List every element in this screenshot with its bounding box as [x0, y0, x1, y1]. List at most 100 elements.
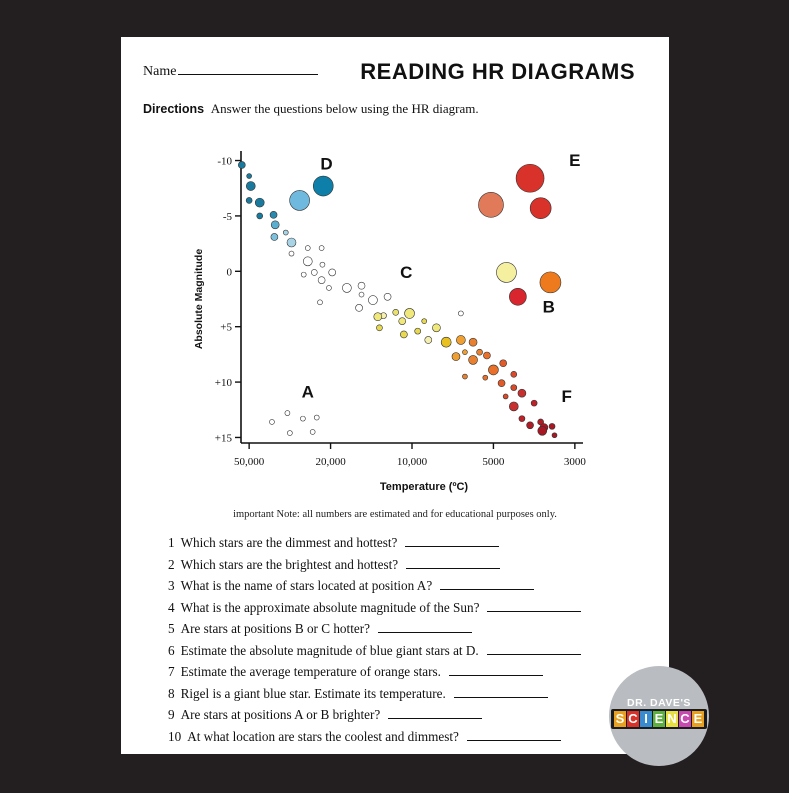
question-number: 3 [168, 578, 175, 593]
badge-top-text: DR. DAVE'S [627, 697, 691, 709]
star-point [398, 317, 407, 325]
y-tick-label: -5 [223, 211, 233, 223]
question-item: 6 Estimate the absolute magnitude of blue… [168, 640, 581, 662]
star-point [302, 256, 313, 267]
star-point [310, 269, 318, 276]
question-item: 9 Are stars at positions A or B brighter? [168, 704, 581, 726]
question-text: Rigel is a giant blue star. Estimate its… [180, 685, 446, 701]
star-point [245, 197, 253, 204]
question-text: At what location are stars the coolest a… [187, 728, 459, 744]
star-point [440, 336, 452, 348]
star-point [526, 421, 534, 430]
question-list: 1 Which stars are the dimmest and hottest… [168, 532, 582, 748]
region-label-f: F [562, 387, 572, 406]
star-point [518, 415, 526, 422]
answer-blank[interactable] [486, 642, 581, 655]
directions-label: Directions [143, 102, 205, 116]
star-point [499, 359, 508, 368]
answer-blank[interactable] [487, 599, 582, 612]
question-number: 5 [168, 621, 175, 636]
logo-letter: I [640, 711, 652, 727]
answer-blank[interactable] [440, 577, 535, 590]
worksheet-page: Name READING HR DIAGRAMS Directions Answ… [121, 37, 669, 754]
star-point [328, 268, 336, 277]
star-point [312, 175, 334, 197]
logo-letter: S [614, 711, 626, 727]
star-point [510, 384, 518, 391]
star-point [358, 291, 365, 298]
answer-blank[interactable] [406, 556, 501, 569]
question-number: 10 [168, 728, 182, 744]
star-point [508, 401, 519, 412]
x-tick-label: 5000 [482, 456, 505, 468]
question-item: 2 Which stars are the brightest and hotte… [168, 554, 581, 576]
star-point [432, 323, 441, 333]
star-point [530, 399, 538, 407]
star-point [424, 336, 433, 344]
answer-blank[interactable] [388, 706, 483, 719]
star-point [287, 430, 293, 436]
star-point [269, 419, 275, 425]
question-item: 10 At what location are stars the coolest… [168, 726, 581, 748]
star-point [404, 308, 415, 319]
star-point [246, 173, 252, 179]
question-number: 6 [168, 642, 175, 658]
region-label-e: E [569, 151, 580, 170]
y-tick-label: +5 [220, 322, 232, 334]
question-number: 1 [168, 535, 175, 550]
star-point [288, 250, 295, 257]
star-point [326, 285, 332, 291]
star-point [488, 364, 499, 376]
region-label-a: A [302, 383, 314, 402]
question-number: 2 [168, 556, 175, 572]
name-blank-line[interactable] [178, 62, 319, 75]
star-point [451, 352, 461, 361]
star-point [317, 276, 326, 284]
star-point [357, 281, 366, 290]
star-point [256, 212, 264, 220]
question-item: 8 Rigel is a giant blue star. Estimate it… [168, 683, 581, 705]
star-point [509, 287, 527, 306]
star-point [483, 351, 491, 360]
star-point [383, 292, 392, 301]
directions-text: Answer the questions below using the HR … [210, 101, 479, 116]
question-text: Are stars at positions A or B brighter? [180, 707, 381, 722]
star-point [342, 283, 352, 293]
question-text: Estimate the average temperature of oran… [180, 664, 441, 679]
star-point [456, 335, 466, 345]
question-item: 5 Are stars at positions B or C hotter? [168, 618, 581, 640]
answer-blank[interactable] [448, 663, 543, 676]
star-point [317, 299, 323, 306]
star-point [282, 229, 289, 236]
star-point [497, 379, 506, 387]
name-field[interactable]: Name [143, 62, 319, 80]
star-point [476, 348, 483, 356]
question-text: Which stars are the dimmest and hottest? [180, 535, 398, 550]
star-point [284, 410, 291, 416]
question-number: 7 [168, 664, 175, 679]
star-point [478, 192, 504, 218]
estimate-note: important Note: all numbers are estimate… [233, 509, 557, 520]
logo-letter: C [627, 711, 639, 727]
answer-blank[interactable] [405, 534, 500, 547]
star-point [254, 197, 265, 208]
x-tick-label: 50,000 [234, 456, 265, 468]
star-point [496, 262, 517, 283]
star-point [270, 233, 279, 241]
region-label-c: C [400, 263, 412, 282]
y-tick-label: 0 [227, 266, 233, 278]
page-title: READING HR DIAGRAMS [360, 59, 635, 84]
star-point [245, 181, 256, 191]
star-point [548, 423, 556, 430]
star-point [286, 237, 297, 248]
answer-blank[interactable] [377, 620, 472, 633]
answer-blank[interactable] [466, 728, 561, 741]
y-tick-label: +15 [215, 432, 233, 444]
answer-blank[interactable] [453, 685, 548, 698]
star-point [373, 312, 383, 322]
star-point [510, 371, 518, 378]
star-point [376, 324, 383, 332]
question-item: 7 Estimate the average temperature of ora… [168, 661, 581, 683]
question-number: 9 [168, 707, 175, 722]
star-point [468, 355, 478, 365]
